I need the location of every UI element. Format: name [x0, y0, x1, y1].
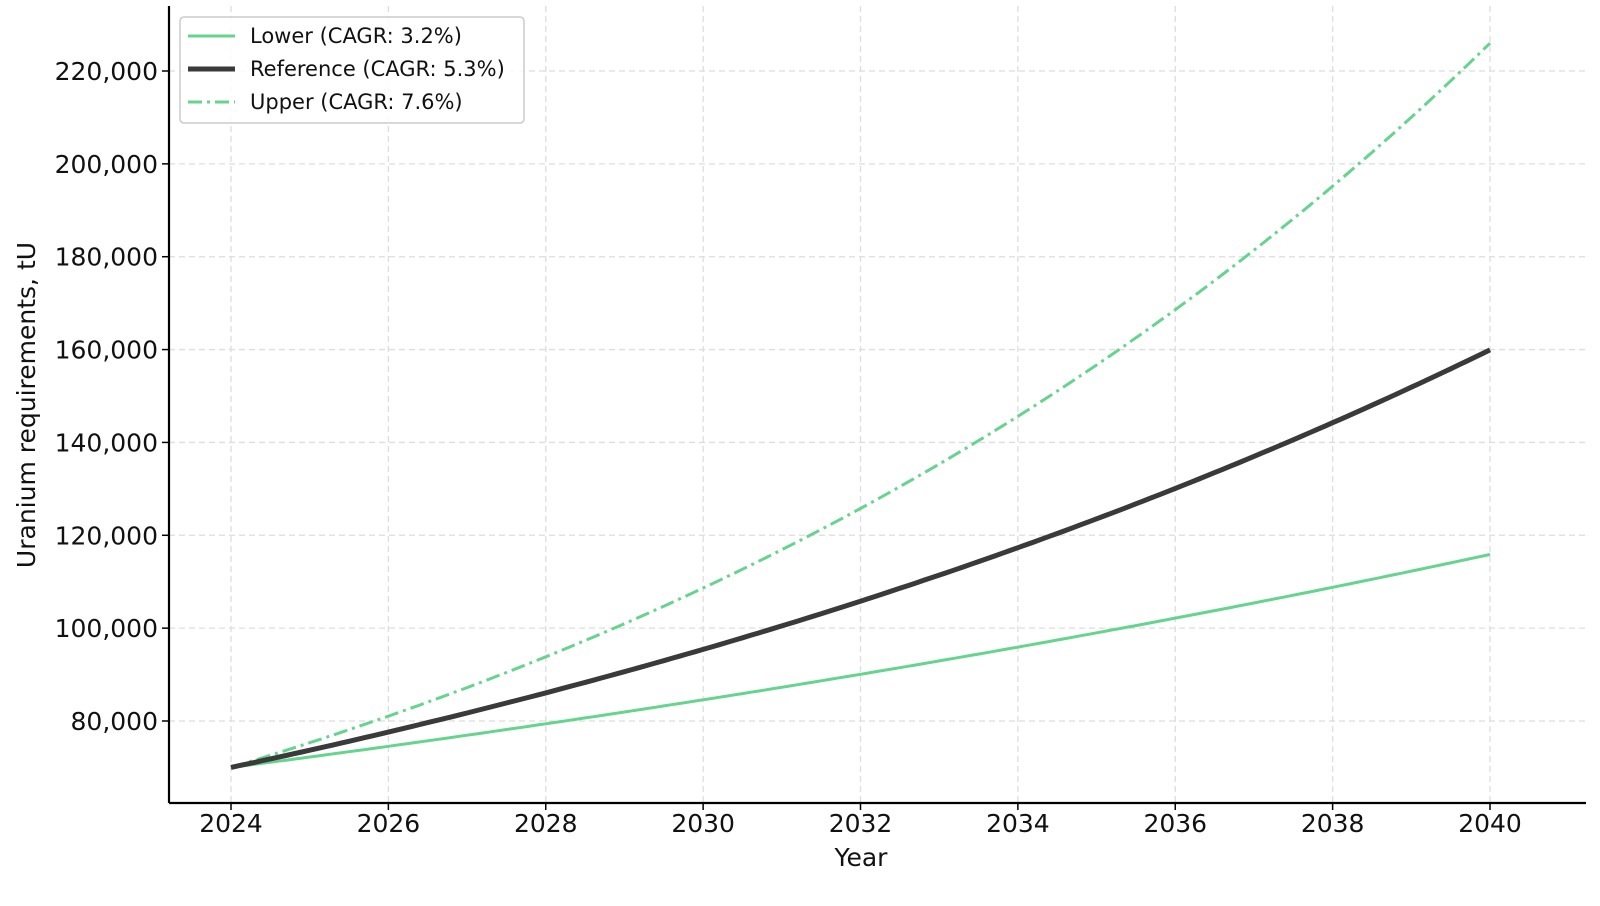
- x-tick-label: 2036: [1143, 809, 1207, 838]
- y-tick-label: 220,000: [55, 57, 158, 86]
- x-tick-label: 2026: [357, 809, 421, 838]
- y-tick-label: 100,000: [55, 614, 158, 643]
- x-tick-label: 2038: [1301, 809, 1365, 838]
- y-axis-label: Uranium requirements, tU: [12, 242, 41, 568]
- legend-item-upper: Upper (CAGR: 7.6%): [188, 90, 463, 114]
- legend-item-reference: Reference (CAGR: 5.3%): [188, 57, 505, 81]
- x-tick-label: 2034: [986, 809, 1050, 838]
- x-axis-label: Year: [834, 843, 889, 872]
- y-axis-ticks: 80,000 100,000 120,000 140,000 160,000 180,00…: [55, 57, 169, 736]
- legend-label: Lower (CAGR: 3.2%): [250, 24, 462, 48]
- legend-label: Upper (CAGR: 7.6%): [250, 90, 463, 114]
- series-line-upper: [230, 42, 1492, 769]
- legend-label: Reference (CAGR: 5.3%): [250, 57, 505, 81]
- legend: Lower (CAGR: 3.2%) Reference (CAGR: 5.3%…: [179, 16, 525, 124]
- x-tick-label: 2040: [1458, 809, 1522, 838]
- y-tick-label: 80,000: [71, 707, 158, 736]
- x-tick-label: 2030: [671, 809, 735, 838]
- y-tick-label: 180,000: [55, 243, 158, 272]
- y-tick-label: 140,000: [55, 428, 158, 457]
- series-line-reference: [230, 347, 1492, 770]
- grid-lines: [169, 6, 1586, 803]
- legend-item-lower: Lower (CAGR: 3.2%): [188, 24, 462, 48]
- y-tick-label: 200,000: [55, 150, 158, 179]
- x-tick-label: 2028: [514, 809, 578, 838]
- x-tick-label: 2024: [199, 809, 263, 838]
- data-series: [230, 42, 1492, 770]
- x-tick-label: 2032: [829, 809, 893, 838]
- x-axis-ticks: 2024 2026 2028 2030 2032 2034 2036 2038 2040: [199, 803, 1522, 838]
- axes: [167, 6, 1586, 805]
- legend-box: [179, 16, 525, 124]
- series-line-lower: [230, 553, 1491, 769]
- y-tick-label: 160,000: [55, 336, 158, 365]
- y-tick-label: 120,000: [55, 521, 158, 550]
